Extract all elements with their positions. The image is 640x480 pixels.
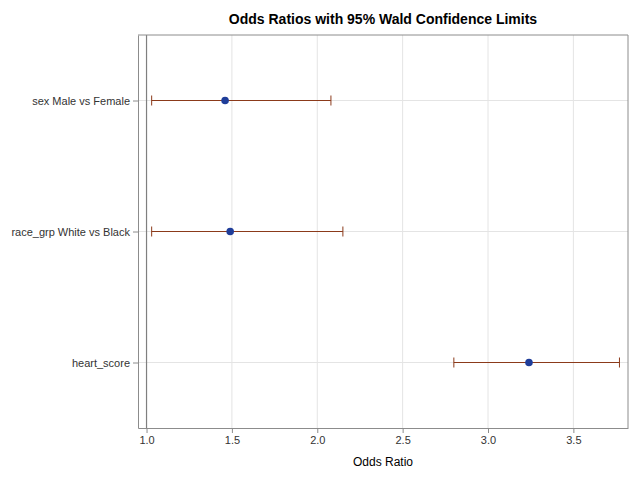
y-axis-line [138, 36, 139, 429]
error-bar-cap-lower [151, 227, 152, 237]
x-tick-mark [147, 428, 148, 433]
reference-line [146, 35, 147, 428]
x-tick: 1.5 [225, 428, 240, 446]
error-bar-cap-lower [453, 358, 454, 368]
frame-top [138, 35, 628, 36]
chart-container: 1.0 1.5 2.0 2.5 3.0 3.5 sex Male vs Female race… [0, 0, 640, 480]
x-axis-line [139, 428, 629, 429]
y-tick-label: sex Male vs Female [32, 95, 130, 107]
point [525, 359, 533, 367]
x-tick: 2.0 [310, 428, 325, 446]
x-tick-mark [232, 428, 233, 433]
error-bar-cap-upper [342, 227, 343, 237]
error-bar-cap-lower [151, 96, 152, 106]
error-bar [152, 227, 343, 237]
chart-svg: 1.0 1.5 2.0 2.5 3.0 3.5 sex Male vs Female race… [0, 0, 640, 480]
x-tick: 3.5 [566, 428, 581, 446]
error-bar-cap-upper [330, 96, 331, 106]
y-tick: race_grp White vs Black [11, 226, 138, 238]
x-tick-mark [488, 428, 489, 433]
y-grid-line [138, 362, 628, 363]
x-tick-label: 3.5 [566, 434, 581, 446]
x-tick-mark [573, 428, 574, 433]
x-tick: 1.0 [139, 428, 154, 446]
y-grid-line [138, 231, 628, 232]
x-tick-label: 2.0 [310, 434, 325, 446]
x-tick: 2.5 [395, 428, 410, 446]
x-tick-label: 2.5 [395, 434, 410, 446]
plot-area: 1.0 1.5 2.0 2.5 3.0 3.5 sex Male vs Female race… [11, 35, 628, 446]
x-axis-title: Odds Ratio [353, 455, 413, 469]
x-tick: 3.0 [481, 428, 496, 446]
point [221, 97, 229, 105]
x-tick-mark [317, 428, 318, 433]
x-tick-label: 1.0 [139, 434, 154, 446]
y-axis: sex Male vs Female race_grp White vs Blac… [11, 36, 138, 429]
y-tick: sex Male vs Female [32, 95, 138, 107]
y-grid-line [138, 100, 628, 101]
y-tick: heart_score [72, 357, 138, 369]
title: Odds Ratios with 95% Wald Confidence Lim… [229, 11, 538, 27]
y-tick-mark [133, 363, 138, 364]
grid [138, 35, 628, 428]
y-tick-mark [133, 232, 138, 233]
plot-background [138, 35, 628, 428]
error-bar [152, 96, 331, 106]
x-tick-label: 1.5 [225, 434, 240, 446]
error-bar-cap-upper [619, 358, 620, 368]
x-grid-line [146, 35, 147, 428]
y-tick-label: heart_score [72, 357, 130, 369]
error-bar-line [152, 100, 331, 101]
x-axis: 1.0 1.5 2.0 2.5 3.0 3.5 [139, 428, 629, 446]
y-tick-mark [133, 101, 138, 102]
error-bar-line [454, 362, 620, 363]
error-bar-line [152, 231, 343, 232]
x-tick-mark [403, 428, 404, 433]
marks [147, 35, 620, 428]
error-bar [454, 358, 620, 368]
point [226, 228, 234, 236]
x-tick-label: 3.0 [481, 434, 496, 446]
y-tick-label: race_grp White vs Black [11, 226, 130, 238]
frame-right [628, 35, 629, 428]
